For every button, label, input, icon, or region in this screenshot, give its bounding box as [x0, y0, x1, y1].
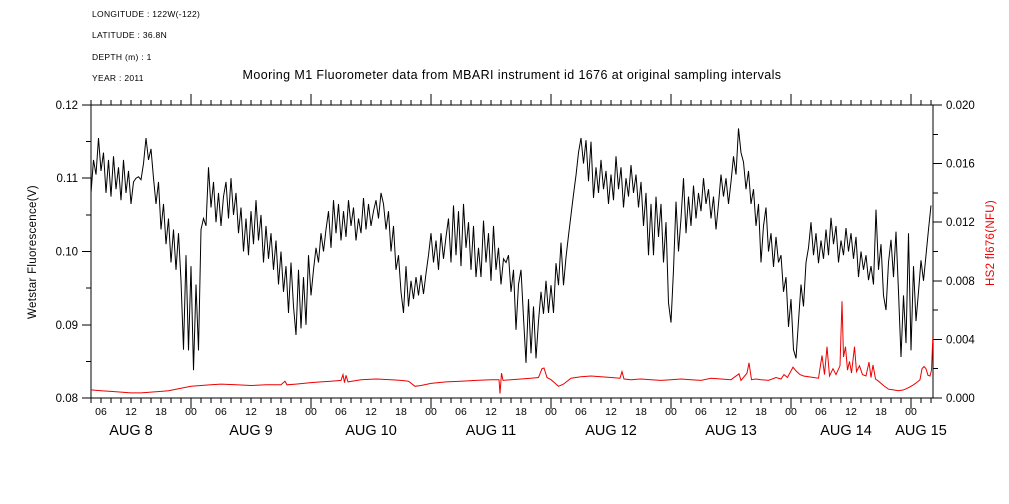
hour-label: 12: [125, 406, 137, 418]
day-label: AUG 10: [345, 423, 397, 439]
metadata-latitude: LATITUDE : 36.8N: [92, 30, 168, 41]
hour-label: 12: [245, 406, 257, 418]
right-tick-label: 0.004: [946, 334, 975, 346]
hour-label: 18: [155, 406, 167, 418]
hour-label: 06: [335, 406, 347, 418]
right-tick-label: 0.020: [946, 100, 975, 112]
plot-frame: [90, 104, 934, 399]
day-label: AUG 12: [585, 423, 637, 439]
hour-label: 06: [95, 406, 107, 418]
hour-label: 18: [755, 406, 767, 418]
right-tick-label: 0.000: [946, 393, 975, 405]
hour-label: 12: [365, 406, 377, 418]
metadata-year: YEAR : 2011: [92, 73, 144, 84]
day-label: AUG 14: [820, 423, 872, 439]
hour-label: 06: [695, 406, 707, 418]
right-tick-label: 0.012: [946, 217, 975, 229]
hour-label: 18: [395, 406, 407, 418]
day-label: AUG 9: [229, 423, 273, 439]
left-tick-label: 0.08: [56, 393, 78, 405]
hour-label: 00: [305, 406, 317, 418]
day-label: AUG 8: [109, 423, 153, 439]
day-label: AUG 11: [466, 423, 517, 439]
hour-label: 00: [785, 406, 797, 418]
left-tick-label: 0.12: [56, 100, 78, 112]
hour-label: 00: [425, 406, 437, 418]
left-tick-label: 0.10: [56, 247, 78, 259]
hour-label: 12: [485, 406, 497, 418]
hour-label: 06: [455, 406, 467, 418]
hour-label: 00: [545, 406, 557, 418]
hour-label: 18: [515, 406, 527, 418]
hour-label: 18: [875, 406, 887, 418]
hour-label: 12: [725, 406, 737, 418]
day-label: AUG 13: [705, 423, 757, 439]
left-tick-label: 0.09: [56, 320, 78, 332]
hour-label: 00: [905, 406, 917, 418]
metadata-longitude: LONGITUDE : 122W(-122): [92, 9, 201, 19]
hour-label: 12: [605, 406, 617, 418]
hour-label: 18: [635, 406, 647, 418]
chart-title: Mooring M1 Fluorometer data from MBARI i…: [242, 68, 782, 82]
hour-label: 12: [845, 406, 857, 418]
hour-label: 06: [575, 406, 587, 418]
hour-label: 06: [215, 406, 227, 418]
left-tick-label: 0.11: [56, 173, 78, 185]
hour-label: 06: [815, 406, 827, 418]
station-metadata: LONGITUDE : 122W(-122) LATITUDE : 36.8N …: [92, 9, 200, 84]
right-tick-label: 0.016: [946, 159, 975, 171]
hour-label: 00: [185, 406, 197, 418]
wetstar-series-line: [90, 128, 932, 371]
right-tick-label: 0.008: [946, 276, 975, 288]
metadata-depth: DEPTH (m) : 1: [92, 51, 152, 62]
hs2-series-line: [90, 301, 934, 394]
hour-label: 00: [665, 406, 677, 418]
hour-label: 18: [275, 406, 287, 418]
day-label: AUG 15: [895, 423, 947, 439]
